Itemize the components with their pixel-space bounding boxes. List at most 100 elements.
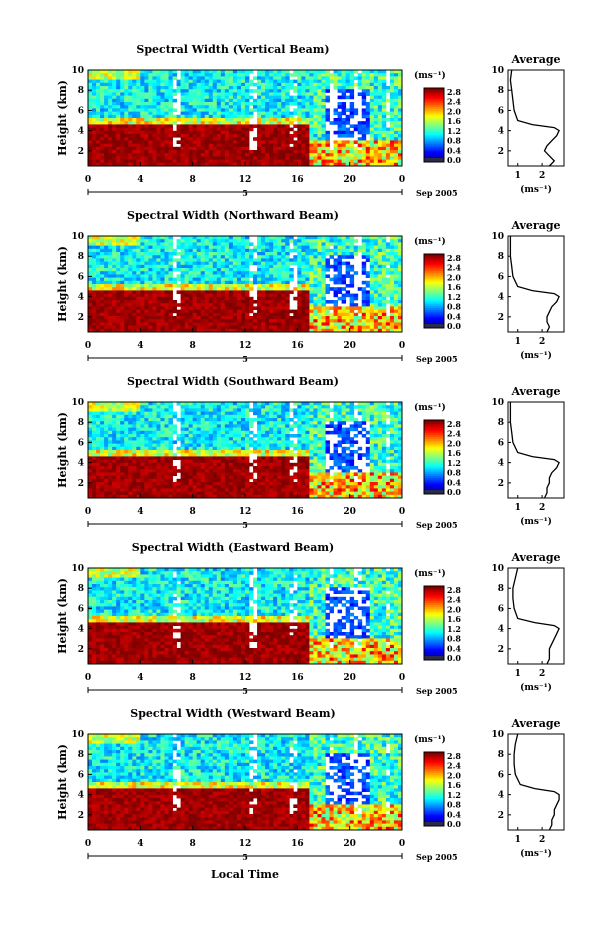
heatmap-cell bbox=[140, 127, 145, 132]
heatmap-cell bbox=[172, 306, 177, 310]
heatmap-cell bbox=[88, 482, 93, 486]
heatmap-cell bbox=[180, 239, 186, 243]
heatmap-cell bbox=[116, 450, 121, 454]
heatmap-cell bbox=[168, 108, 173, 112]
heatmap-cell bbox=[124, 127, 129, 132]
heatmap-cell bbox=[269, 121, 274, 125]
heatmap-cell bbox=[337, 134, 343, 138]
heatmap-cell bbox=[257, 264, 262, 269]
heatmap-cell bbox=[321, 92, 326, 96]
heatmap-cell bbox=[96, 280, 101, 285]
heatmap-cell bbox=[144, 127, 149, 132]
heatmap-cell bbox=[369, 121, 375, 125]
heatmap-cell bbox=[265, 153, 270, 157]
heatmap-cell bbox=[269, 111, 274, 116]
heatmap-cell bbox=[108, 95, 113, 100]
heatmap-cell bbox=[140, 130, 145, 135]
heatmap-cell bbox=[236, 79, 242, 84]
heatmap-cell bbox=[124, 475, 129, 480]
heatmap-cell bbox=[196, 296, 202, 301]
heatmap-cell bbox=[136, 296, 141, 301]
heatmap-cell bbox=[124, 408, 129, 412]
heatmap-cell bbox=[240, 143, 246, 148]
heatmap-cell bbox=[144, 328, 149, 333]
heatmap-cell bbox=[140, 280, 145, 285]
heatmap-cell bbox=[224, 130, 230, 135]
heatmap-cell bbox=[160, 236, 165, 240]
heatmap-cell bbox=[116, 424, 121, 428]
heatmap-cell bbox=[232, 127, 238, 132]
heatmap-cell bbox=[281, 130, 286, 135]
heatmap-cell bbox=[204, 70, 210, 74]
heatmap-cell bbox=[232, 70, 238, 74]
heatmap-cell bbox=[261, 73, 266, 77]
heatmap-cell bbox=[128, 293, 133, 298]
heatmap-cell bbox=[128, 462, 133, 467]
heatmap-cell bbox=[365, 248, 371, 253]
heatmap-cell bbox=[124, 430, 129, 435]
heatmap-cell bbox=[265, 137, 270, 141]
heatmap-cell bbox=[220, 268, 226, 272]
heatmap-cell bbox=[88, 268, 93, 272]
heatmap-cell bbox=[261, 268, 266, 272]
heatmap-cell bbox=[281, 296, 286, 301]
heatmap-cell bbox=[249, 111, 254, 116]
heatmap-cell bbox=[373, 130, 379, 135]
heatmap-cell bbox=[269, 146, 274, 151]
heatmap-cell bbox=[293, 153, 298, 157]
heatmap-cell bbox=[361, 325, 367, 330]
heatmap-cell bbox=[232, 300, 238, 304]
heatmap-cell bbox=[212, 134, 218, 138]
heatmap-cell bbox=[265, 325, 270, 330]
heatmap-cell bbox=[337, 322, 343, 326]
heatmap-cell bbox=[236, 76, 242, 80]
heatmap-cell bbox=[309, 255, 314, 259]
heatmap-cell bbox=[317, 306, 322, 310]
heatmap-cell bbox=[168, 134, 173, 138]
heatmap-cell bbox=[92, 306, 97, 310]
heatmap-cell bbox=[273, 118, 278, 122]
heatmap-cell bbox=[297, 86, 302, 90]
heatmap-cell bbox=[176, 159, 181, 164]
heatmap-cell bbox=[140, 271, 145, 275]
heatmap-cell bbox=[144, 159, 149, 164]
heatmap-cell bbox=[305, 309, 310, 314]
heatmap-cell bbox=[132, 443, 137, 448]
heatmap-cell bbox=[144, 424, 149, 428]
heatmap-cell bbox=[112, 466, 117, 470]
heatmap-cell bbox=[208, 159, 214, 164]
heatmap-cell bbox=[313, 95, 318, 100]
heatmap-cell bbox=[144, 252, 149, 256]
heatmap-cell bbox=[108, 156, 113, 160]
heatmap-cell bbox=[156, 309, 161, 314]
heatmap-cell bbox=[112, 494, 117, 499]
heatmap-cell bbox=[369, 102, 375, 106]
heatmap-cell bbox=[321, 98, 326, 103]
heatmap-cell bbox=[88, 478, 93, 483]
heatmap-cell bbox=[329, 316, 334, 320]
heatmap-cell bbox=[92, 105, 97, 109]
heatmap-cell bbox=[204, 95, 210, 100]
heatmap-cell bbox=[281, 239, 286, 243]
heatmap-cell bbox=[160, 325, 165, 330]
heatmap-cell bbox=[393, 73, 399, 77]
heatmap-cell bbox=[96, 111, 101, 116]
heatmap-cell bbox=[160, 70, 165, 74]
heatmap-cell bbox=[152, 242, 157, 246]
heatmap-cell bbox=[92, 274, 97, 278]
heatmap-cell bbox=[273, 156, 278, 160]
heatmap-cell bbox=[132, 105, 137, 109]
heatmap-cell bbox=[152, 105, 157, 109]
heatmap-cell bbox=[265, 303, 270, 307]
heatmap-cell bbox=[132, 124, 137, 128]
heatmap-cell bbox=[281, 312, 286, 317]
heatmap-cell bbox=[257, 322, 262, 326]
heatmap-cell bbox=[249, 124, 254, 128]
heatmap-cell bbox=[325, 306, 330, 310]
colorbar-swatch bbox=[424, 141, 444, 144]
heatmap-cell bbox=[156, 153, 161, 157]
heatmap-cell bbox=[373, 322, 379, 326]
heatmap-cell bbox=[132, 478, 137, 483]
heatmap-cell bbox=[128, 239, 133, 243]
heatmap-cell bbox=[116, 156, 121, 160]
